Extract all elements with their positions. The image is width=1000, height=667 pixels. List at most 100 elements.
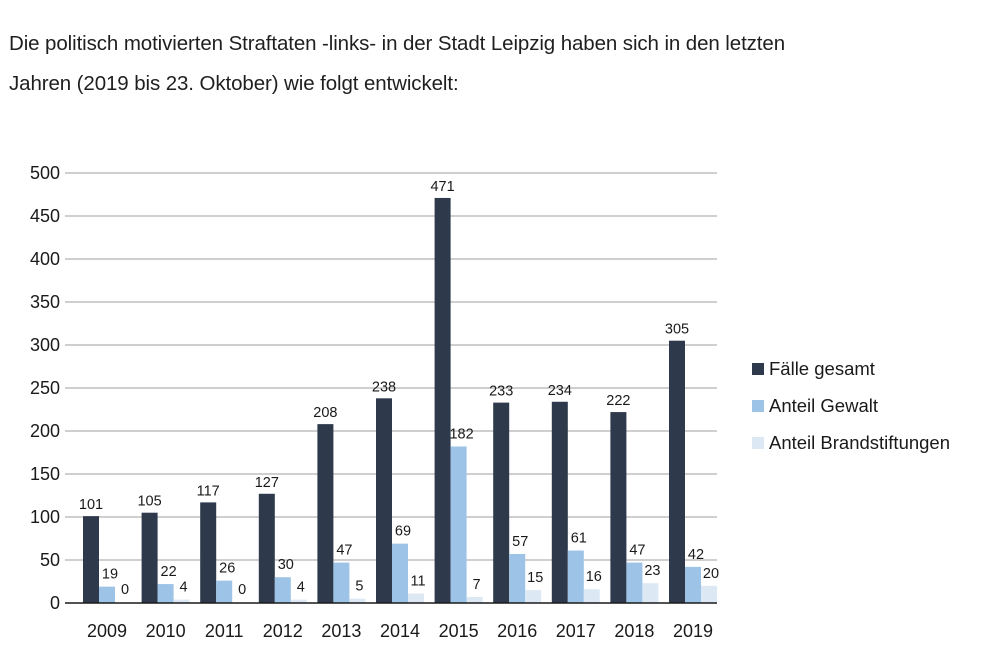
bar	[408, 593, 424, 603]
bar	[216, 580, 233, 603]
bar	[99, 586, 115, 603]
data-label: 0	[121, 582, 129, 598]
data-label: 182	[449, 426, 473, 442]
bar	[525, 590, 542, 603]
intro-text: Die politisch motivierten Straftaten -li…	[9, 24, 989, 104]
y-tick-label: 450	[30, 206, 60, 226]
legend-label: Anteil Brandstiftungen	[769, 431, 951, 453]
bar	[290, 599, 307, 603]
y-axis-ticks: 0 50 100 150 200 250 300 350 400 450 500	[30, 163, 60, 613]
bar	[466, 596, 483, 603]
legend-item-anteil-gewalt: Anteil Gewalt	[750, 387, 950, 424]
x-tick-label: 2012	[263, 621, 303, 641]
legend-item-faelle-gesamt: Fälle gesamt	[750, 350, 950, 387]
bar	[701, 585, 717, 603]
bar	[83, 516, 99, 603]
bar	[317, 424, 334, 603]
data-label: 208	[313, 405, 337, 421]
data-label: 42	[688, 547, 704, 563]
data-label: 19	[102, 567, 118, 583]
y-tick-label: 50	[40, 550, 60, 570]
data-label: 57	[512, 534, 528, 550]
y-tick-label: 150	[30, 464, 60, 484]
y-tick-label: 350	[30, 292, 60, 312]
data-label: 234	[548, 383, 572, 399]
data-label: 233	[489, 384, 513, 400]
bar	[642, 583, 659, 603]
y-tick-label: 200	[30, 421, 60, 441]
data-label: 16	[586, 569, 602, 585]
data-labels: 1011901052241172601273042084752386911471…	[79, 179, 719, 598]
intro-line-1: Die politisch motivierten Straftaten -li…	[9, 32, 786, 55]
bar	[450, 446, 467, 603]
legend-item-anteil-brandstiftungen: Anteil Brandstiftungen	[750, 424, 950, 461]
data-label: 26	[219, 561, 235, 577]
bars	[83, 197, 717, 603]
legend-swatch	[752, 436, 764, 449]
bar	[583, 589, 600, 603]
y-tick-label: 400	[30, 249, 60, 269]
x-tick-label: 2019	[673, 621, 713, 641]
data-label: 105	[137, 494, 161, 510]
intro-line-2: Jahren (2019 bis 23. Oktober) wie folgt …	[9, 72, 459, 95]
y-tick-label: 100	[30, 507, 60, 527]
bar	[551, 401, 568, 603]
legend-label: Fälle gesamt	[769, 357, 875, 379]
data-label: 117	[197, 483, 220, 499]
legend-swatch	[752, 399, 764, 412]
data-label: 47	[336, 543, 352, 559]
x-tick-label: 2014	[380, 621, 420, 641]
x-tick-label: 2010	[146, 621, 186, 641]
data-label: 69	[395, 524, 411, 540]
legend-swatch	[752, 362, 764, 375]
y-tick-label: 250	[30, 378, 60, 398]
bar	[434, 197, 451, 603]
legend-label: Anteil Gewalt	[769, 394, 878, 416]
bar	[173, 599, 190, 603]
bar	[392, 543, 408, 603]
data-label: 101	[79, 497, 103, 513]
y-tick-label: 300	[30, 335, 60, 355]
bar	[258, 493, 275, 603]
bar	[669, 340, 685, 603]
bar	[376, 398, 392, 603]
data-label: 0	[238, 582, 246, 598]
bar	[610, 412, 627, 603]
data-label: 305	[665, 322, 689, 338]
data-label: 30	[278, 557, 294, 573]
x-tick-label: 2013	[321, 621, 361, 641]
data-label: 4	[180, 580, 188, 596]
bar	[626, 562, 643, 603]
data-label: 238	[372, 379, 396, 395]
data-label: 22	[161, 564, 177, 580]
x-tick-label: 2018	[614, 621, 654, 641]
data-label: 20	[703, 566, 719, 582]
legend: Fälle gesamt Anteil Gewalt Anteil Brands…	[750, 350, 950, 461]
y-tick-label: 0	[50, 593, 60, 613]
data-label: 4	[297, 580, 305, 596]
data-label: 15	[527, 570, 543, 586]
bar	[157, 584, 174, 603]
data-label: 11	[410, 574, 425, 590]
data-label: 23	[644, 563, 660, 579]
y-tick-label: 500	[30, 163, 60, 183]
x-tick-label: 2009	[87, 621, 127, 641]
bar	[349, 598, 366, 603]
x-tick-label: 2015	[439, 621, 479, 641]
x-tick-label: 2011	[205, 621, 244, 641]
bar	[141, 512, 158, 603]
bar	[685, 566, 701, 603]
data-label: 5	[355, 579, 363, 595]
bar	[493, 402, 510, 603]
gridlines	[65, 172, 717, 561]
bar	[200, 502, 217, 603]
bar	[509, 553, 526, 603]
data-label: 127	[255, 475, 279, 491]
data-label: 471	[430, 179, 454, 195]
x-axis-ticks: 2009 2010 2011 2012 2013 2014 2015 2016 2017 2018…	[87, 621, 713, 641]
bar	[333, 562, 350, 603]
data-label: 7	[473, 577, 481, 593]
data-label: 47	[629, 543, 645, 559]
x-tick-label: 2016	[497, 621, 537, 641]
